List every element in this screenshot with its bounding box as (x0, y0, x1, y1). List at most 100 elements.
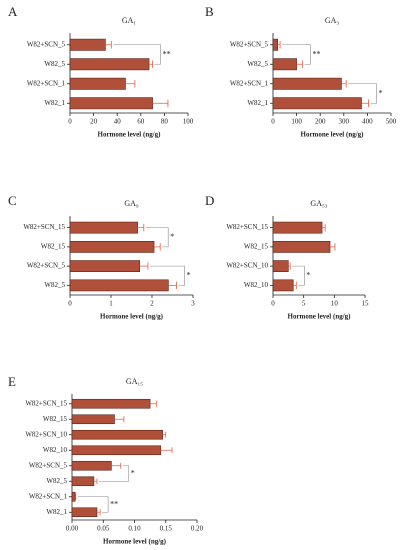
x-tick-label: 0 (271, 300, 275, 308)
significance-bracket (145, 227, 169, 248)
error-bar (105, 40, 112, 49)
bar (69, 221, 138, 234)
y-tick-label: W82+SCN_10 (226, 262, 268, 270)
x-tick-label: 60 (137, 118, 145, 126)
y-tick-label: W82+SCN_5 (27, 40, 66, 48)
bar (272, 279, 294, 292)
significance-bracket (99, 465, 130, 482)
chart-title: GA₃ (325, 16, 340, 25)
error-bar (75, 493, 77, 500)
error-bar (149, 60, 153, 69)
y-tick-label: W82_5 (46, 477, 67, 485)
bar (69, 38, 106, 51)
bar (69, 240, 155, 253)
y-tick-label: W82_15 (41, 242, 66, 250)
bar (272, 97, 362, 110)
y-tick-label: W82+SCN_15 (25, 399, 67, 407)
panel-label: D (205, 193, 214, 208)
y-tick-label: W82_10 (244, 281, 269, 289)
x-tick-label: 0 (271, 118, 275, 126)
error-bar (168, 281, 177, 290)
bar (272, 221, 323, 234)
significance-label: * (187, 271, 191, 280)
significance-label: * (379, 88, 383, 97)
bar (71, 445, 162, 456)
significance-bracket (149, 265, 185, 286)
y-tick-label: W82_15 (244, 242, 269, 250)
error-bar (296, 60, 303, 69)
x-tick-label: 0 (68, 300, 72, 308)
y-tick-label: W82_5 (247, 60, 268, 68)
panel-label: E (8, 374, 16, 389)
y-tick-label: W82+SCN_15 (226, 223, 268, 231)
x-tick-label: 2 (150, 300, 154, 308)
x-axis-label: Hormone level (ng/g) (301, 131, 365, 139)
x-tick-label: 5 (302, 300, 306, 308)
chart-title: GA₅₃ (310, 199, 327, 208)
error-bar (277, 40, 281, 49)
panel-label: A (8, 4, 18, 19)
chart-title: GA₁₅ (126, 377, 143, 386)
error-bar (125, 79, 136, 88)
bar (69, 77, 126, 90)
bar (272, 38, 279, 51)
y-tick-label: W82+SCN_10 (25, 430, 67, 438)
x-tick-label: 0.15 (160, 525, 173, 533)
x-axis-label: Hormone level (ng/g) (103, 538, 167, 546)
bar (69, 279, 169, 292)
x-tick-label: 0.05 (97, 525, 110, 533)
x-tick-label: 300 (339, 118, 350, 126)
error-bar (288, 262, 291, 270)
x-tick-label: 15 (362, 300, 370, 308)
panel-label: B (205, 4, 214, 19)
significance-bracket (282, 44, 311, 65)
x-tick-label: 0.20 (191, 525, 204, 533)
chart-title: GA₉ (124, 199, 139, 208)
x-tick-label: 100 (183, 118, 194, 126)
error-bar (111, 462, 122, 469)
significance-bracket (292, 265, 305, 286)
y-tick-label: W82_1 (46, 508, 67, 516)
error-bar (361, 99, 369, 108)
bar (71, 491, 76, 502)
y-tick-label: W82+SCN_1 (230, 79, 269, 87)
y-tick-label: W82_1 (44, 99, 65, 107)
error-bar (322, 223, 326, 232)
y-tick-label: W82+SCN_5 (29, 461, 68, 469)
bar (71, 460, 112, 471)
significance-bracket (77, 496, 109, 513)
x-tick-label: 1 (109, 300, 113, 308)
error-bar (162, 431, 167, 438)
bar (272, 77, 342, 90)
significance-bracket (348, 83, 377, 104)
significance-label: * (170, 232, 174, 241)
error-bar (160, 447, 173, 454)
bar (71, 476, 95, 487)
error-bar (139, 262, 149, 270)
x-tick-label: 200 (315, 118, 326, 126)
bar (69, 58, 150, 71)
bar (69, 260, 140, 273)
x-tick-label: 0 (68, 118, 72, 126)
error-bar (341, 79, 347, 88)
error-bar (152, 99, 169, 108)
significance-label: * (131, 468, 135, 477)
significance-label: ** (163, 49, 171, 58)
x-tick-label: 0.00 (66, 525, 79, 533)
bar (272, 58, 297, 71)
x-tick-label: 400 (362, 118, 373, 126)
x-tick-label: 40 (114, 118, 122, 126)
x-tick-label: 80 (161, 118, 169, 126)
error-bar (114, 416, 125, 423)
error-bar (93, 478, 98, 485)
error-bar (293, 281, 297, 290)
bar (71, 429, 163, 440)
y-tick-label: W82+SCN_15 (23, 223, 65, 231)
x-tick-label: 0.10 (128, 525, 141, 533)
error-bar (137, 223, 145, 232)
y-tick-label: W82+SCN_1 (27, 79, 66, 87)
bar (272, 240, 331, 253)
bar (69, 97, 153, 110)
error-bar (330, 243, 336, 251)
